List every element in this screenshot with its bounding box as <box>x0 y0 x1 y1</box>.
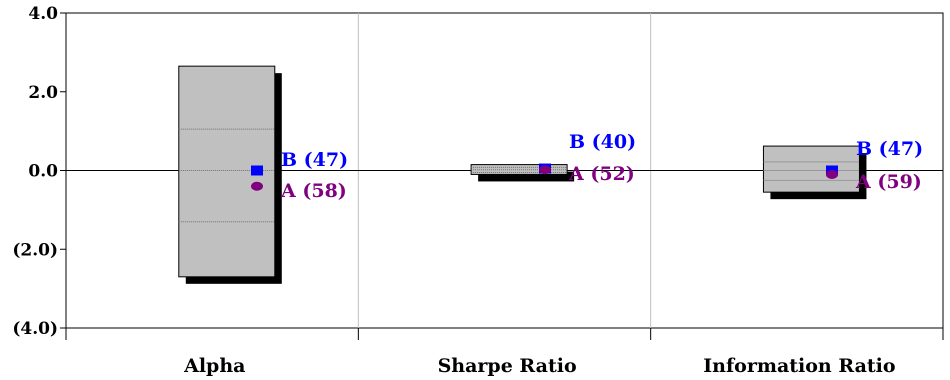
category-label: Alpha <box>183 355 245 377</box>
y-tick-label: 4.0 <box>28 4 58 24</box>
marker-a <box>251 181 263 191</box>
category-label: Sharpe Ratio <box>438 355 577 377</box>
y-tick-label: (4.0) <box>12 319 58 339</box>
marker-a <box>539 165 551 175</box>
marker-b <box>251 165 263 176</box>
marker-a <box>826 169 838 179</box>
range-bar <box>762 145 860 193</box>
marker-label-b: B (40) <box>569 131 636 153</box>
marker-label-b: B (47) <box>281 149 348 171</box>
category-label: Information Ratio <box>703 355 895 377</box>
y-tick-label: 0.0 <box>28 162 58 182</box>
range-bar-shadow <box>478 171 575 182</box>
marker-label-a: A (59) <box>855 171 922 193</box>
marker-label-a: A (58) <box>280 180 347 202</box>
marker-label-a: A (52) <box>568 163 635 185</box>
y-tick-label: 2.0 <box>28 83 58 103</box>
marker-label-b: B (47) <box>856 138 923 160</box>
y-tick-label: (2.0) <box>12 240 58 260</box>
